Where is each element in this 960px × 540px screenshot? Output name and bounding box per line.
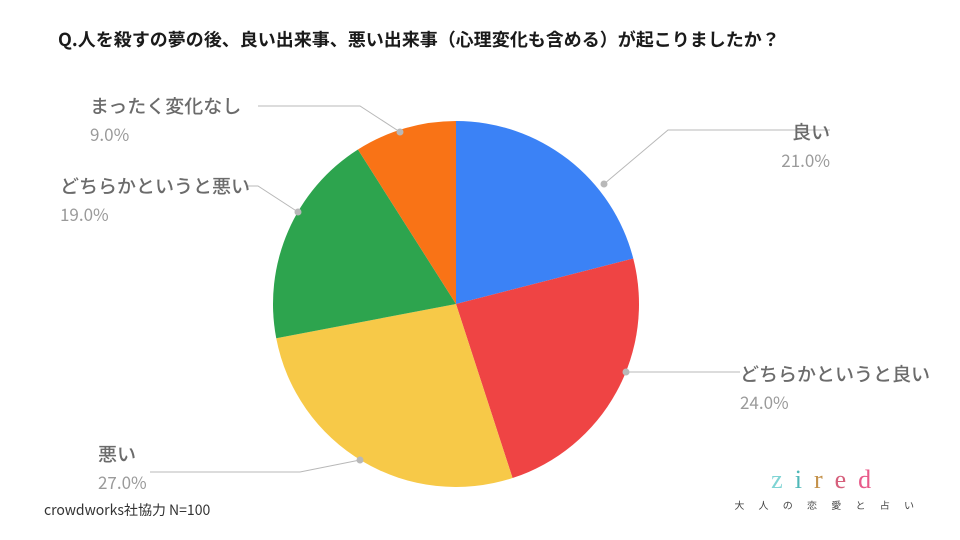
- slice-label: どちらかというと良い: [740, 360, 930, 387]
- slice-pct: 9.0%: [90, 121, 241, 146]
- slice-label-group-4: まったく変化なし 9.0%: [90, 92, 241, 146]
- slice-pct: 21.0%: [781, 147, 830, 172]
- slice-pct: 19.0%: [60, 201, 250, 226]
- slice-label: 良い: [781, 118, 830, 145]
- brand-logo: zired 大 人 の 恋 愛 と 占 い: [734, 465, 920, 512]
- brand-logo-main: zired: [734, 465, 920, 495]
- slice-pct: 24.0%: [740, 389, 930, 414]
- slice-label-group-1: どちらかというと良い 24.0%: [740, 360, 930, 414]
- slice-label-group-2: 悪い 27.0%: [98, 440, 147, 494]
- slice-label-group-0: 良い 21.0%: [781, 118, 830, 172]
- slice-label: どちらかというと悪い: [60, 172, 250, 199]
- slice-label: まったく変化なし: [90, 92, 241, 119]
- slice-pct: 27.0%: [98, 469, 147, 494]
- footer-note: crowdworks社協力 N=100: [44, 500, 210, 520]
- slice-label-group-3: どちらかというと悪い 19.0%: [60, 172, 250, 226]
- slice-label: 悪い: [98, 440, 147, 467]
- brand-logo-sub: 大 人 の 恋 愛 と 占 い: [734, 497, 920, 512]
